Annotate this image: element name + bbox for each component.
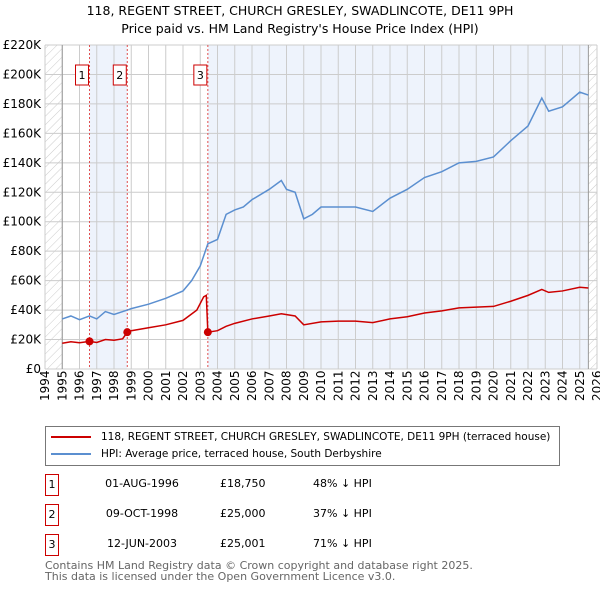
hatch-region-end xyxy=(588,45,597,369)
x-tick-label: 2018 xyxy=(452,370,466,401)
legend-swatch-red xyxy=(51,436,91,438)
sale-marker-label: 3 xyxy=(197,69,204,82)
y-tick-label: £140K xyxy=(3,156,43,170)
sale-marker-label: 2 xyxy=(116,69,123,82)
x-tick-label: 1996 xyxy=(73,370,87,401)
x-tick-label: 1999 xyxy=(124,370,138,401)
sale-price: £18,750 xyxy=(220,477,266,490)
shaded-band xyxy=(89,45,128,369)
x-tick-label: 2005 xyxy=(228,370,242,401)
sale-price: £25,001 xyxy=(220,537,266,550)
x-tick-label: 1994 xyxy=(38,370,52,401)
legend-item-hpi: HPI: Average price, terraced house, Sout… xyxy=(51,448,382,460)
subtitle-line: Price paid vs. HM Land Registry's House … xyxy=(121,21,479,36)
x-tick-label: 2013 xyxy=(366,370,380,401)
price-chart: £0 £20K £40K £60K £80K £100K £120K £140K £160K £1… xyxy=(3,38,600,401)
x-tick-label: 2026 xyxy=(590,370,600,401)
x-tick-label: 2004 xyxy=(211,370,225,401)
x-tick-label: 2015 xyxy=(400,370,414,401)
y-tick-label: £0 xyxy=(26,362,41,376)
x-tick-label: 2023 xyxy=(538,370,552,401)
x-tick-label: 2014 xyxy=(383,370,397,401)
x-tick-label: 2008 xyxy=(280,370,294,401)
sale-marker-label: 1 xyxy=(79,69,86,82)
sale-marker-box xyxy=(75,64,90,86)
x-tick-label: 2017 xyxy=(435,370,449,401)
x-tick-label: 2001 xyxy=(159,370,173,401)
x-tick-label: 2009 xyxy=(297,370,311,401)
x-tick-label: 2006 xyxy=(245,370,259,401)
sale-hpi-diff: 48% ↓ HPI xyxy=(313,477,372,490)
shaded-band xyxy=(207,45,589,369)
title-line: 118, REGENT STREET, CHURCH GRESLEY, SWAD… xyxy=(86,3,514,18)
sale-point xyxy=(203,328,212,337)
sale-point xyxy=(85,337,94,346)
footer: Contains HM Land Registry data © Crown c… xyxy=(45,560,473,582)
legend-swatch-blue xyxy=(51,453,91,455)
x-tick-label: 2000 xyxy=(142,370,156,401)
sale-number-badge: 1 xyxy=(45,474,59,496)
y-tick-label: £60K xyxy=(10,274,42,288)
hpi-line xyxy=(62,91,589,321)
x-tick-label: 2010 xyxy=(314,370,328,401)
x-tick-label: 2024 xyxy=(556,370,570,401)
sale-price: £25,000 xyxy=(220,507,266,520)
sale-hpi-diff: 37% ↓ HPI xyxy=(313,507,372,520)
x-tick-label: 2012 xyxy=(349,370,363,401)
legend-label: 118, REGENT STREET, CHURCH GRESLEY, SWAD… xyxy=(101,431,551,443)
y-tick-label: £120K xyxy=(3,185,43,199)
y-tick-label: £80K xyxy=(10,244,42,258)
legend: 118, REGENT STREET, CHURCH GRESLEY, SWAD… xyxy=(45,426,560,466)
property-price-line xyxy=(62,286,589,344)
x-tick-label: 2011 xyxy=(331,370,345,401)
sale-date: 12-JUN-2003 xyxy=(106,537,178,550)
sale-point xyxy=(123,328,132,337)
y-tick-label: £220K xyxy=(3,38,43,52)
y-tick-label: £20K xyxy=(10,333,42,347)
sale-marker-box xyxy=(112,64,127,86)
y-tick-label: £160K xyxy=(3,126,43,140)
x-tick-label: 1998 xyxy=(107,370,121,401)
sale-number-badge: 3 xyxy=(45,534,59,556)
x-tick-label: 2002 xyxy=(176,370,190,401)
hatch-region-start xyxy=(45,45,63,369)
x-tick-label: 2021 xyxy=(504,370,518,401)
x-tick-label: 1997 xyxy=(90,370,104,401)
x-tick-label: 2016 xyxy=(418,370,432,401)
x-tick-label: 2022 xyxy=(521,370,535,401)
sale-number-badge: 2 xyxy=(45,504,59,526)
x-tick-label: 2020 xyxy=(487,370,501,401)
legend-item-property: 118, REGENT STREET, CHURCH GRESLEY, SWAD… xyxy=(51,431,550,443)
x-tick-label: 2007 xyxy=(262,370,276,401)
x-tick-label: 2003 xyxy=(193,370,207,401)
x-tick-label: 2025 xyxy=(573,370,587,401)
x-tick-label: 2019 xyxy=(469,370,483,401)
sale-date: 09-OCT-1998 xyxy=(105,507,179,520)
legend-label: HPI: Average price, terraced house, Sout… xyxy=(101,448,382,460)
y-tick-label: £40K xyxy=(10,303,42,317)
footer-line: This data is licensed under the Open Gov… xyxy=(45,570,396,583)
y-tick-label: £180K xyxy=(3,97,43,111)
x-tick-label: 1995 xyxy=(55,370,69,401)
sale-marker-box xyxy=(193,64,208,86)
sale-date: 01-AUG-1996 xyxy=(105,477,179,490)
y-tick-label: £200K xyxy=(3,67,43,81)
y-tick-label: £100K xyxy=(3,215,43,229)
chart-title: 118, REGENT STREET, CHURCH GRESLEY, SWAD… xyxy=(0,2,600,38)
sale-hpi-diff: 71% ↓ HPI xyxy=(313,537,372,550)
footer-line: Contains HM Land Registry data © Crown c… xyxy=(45,559,473,572)
